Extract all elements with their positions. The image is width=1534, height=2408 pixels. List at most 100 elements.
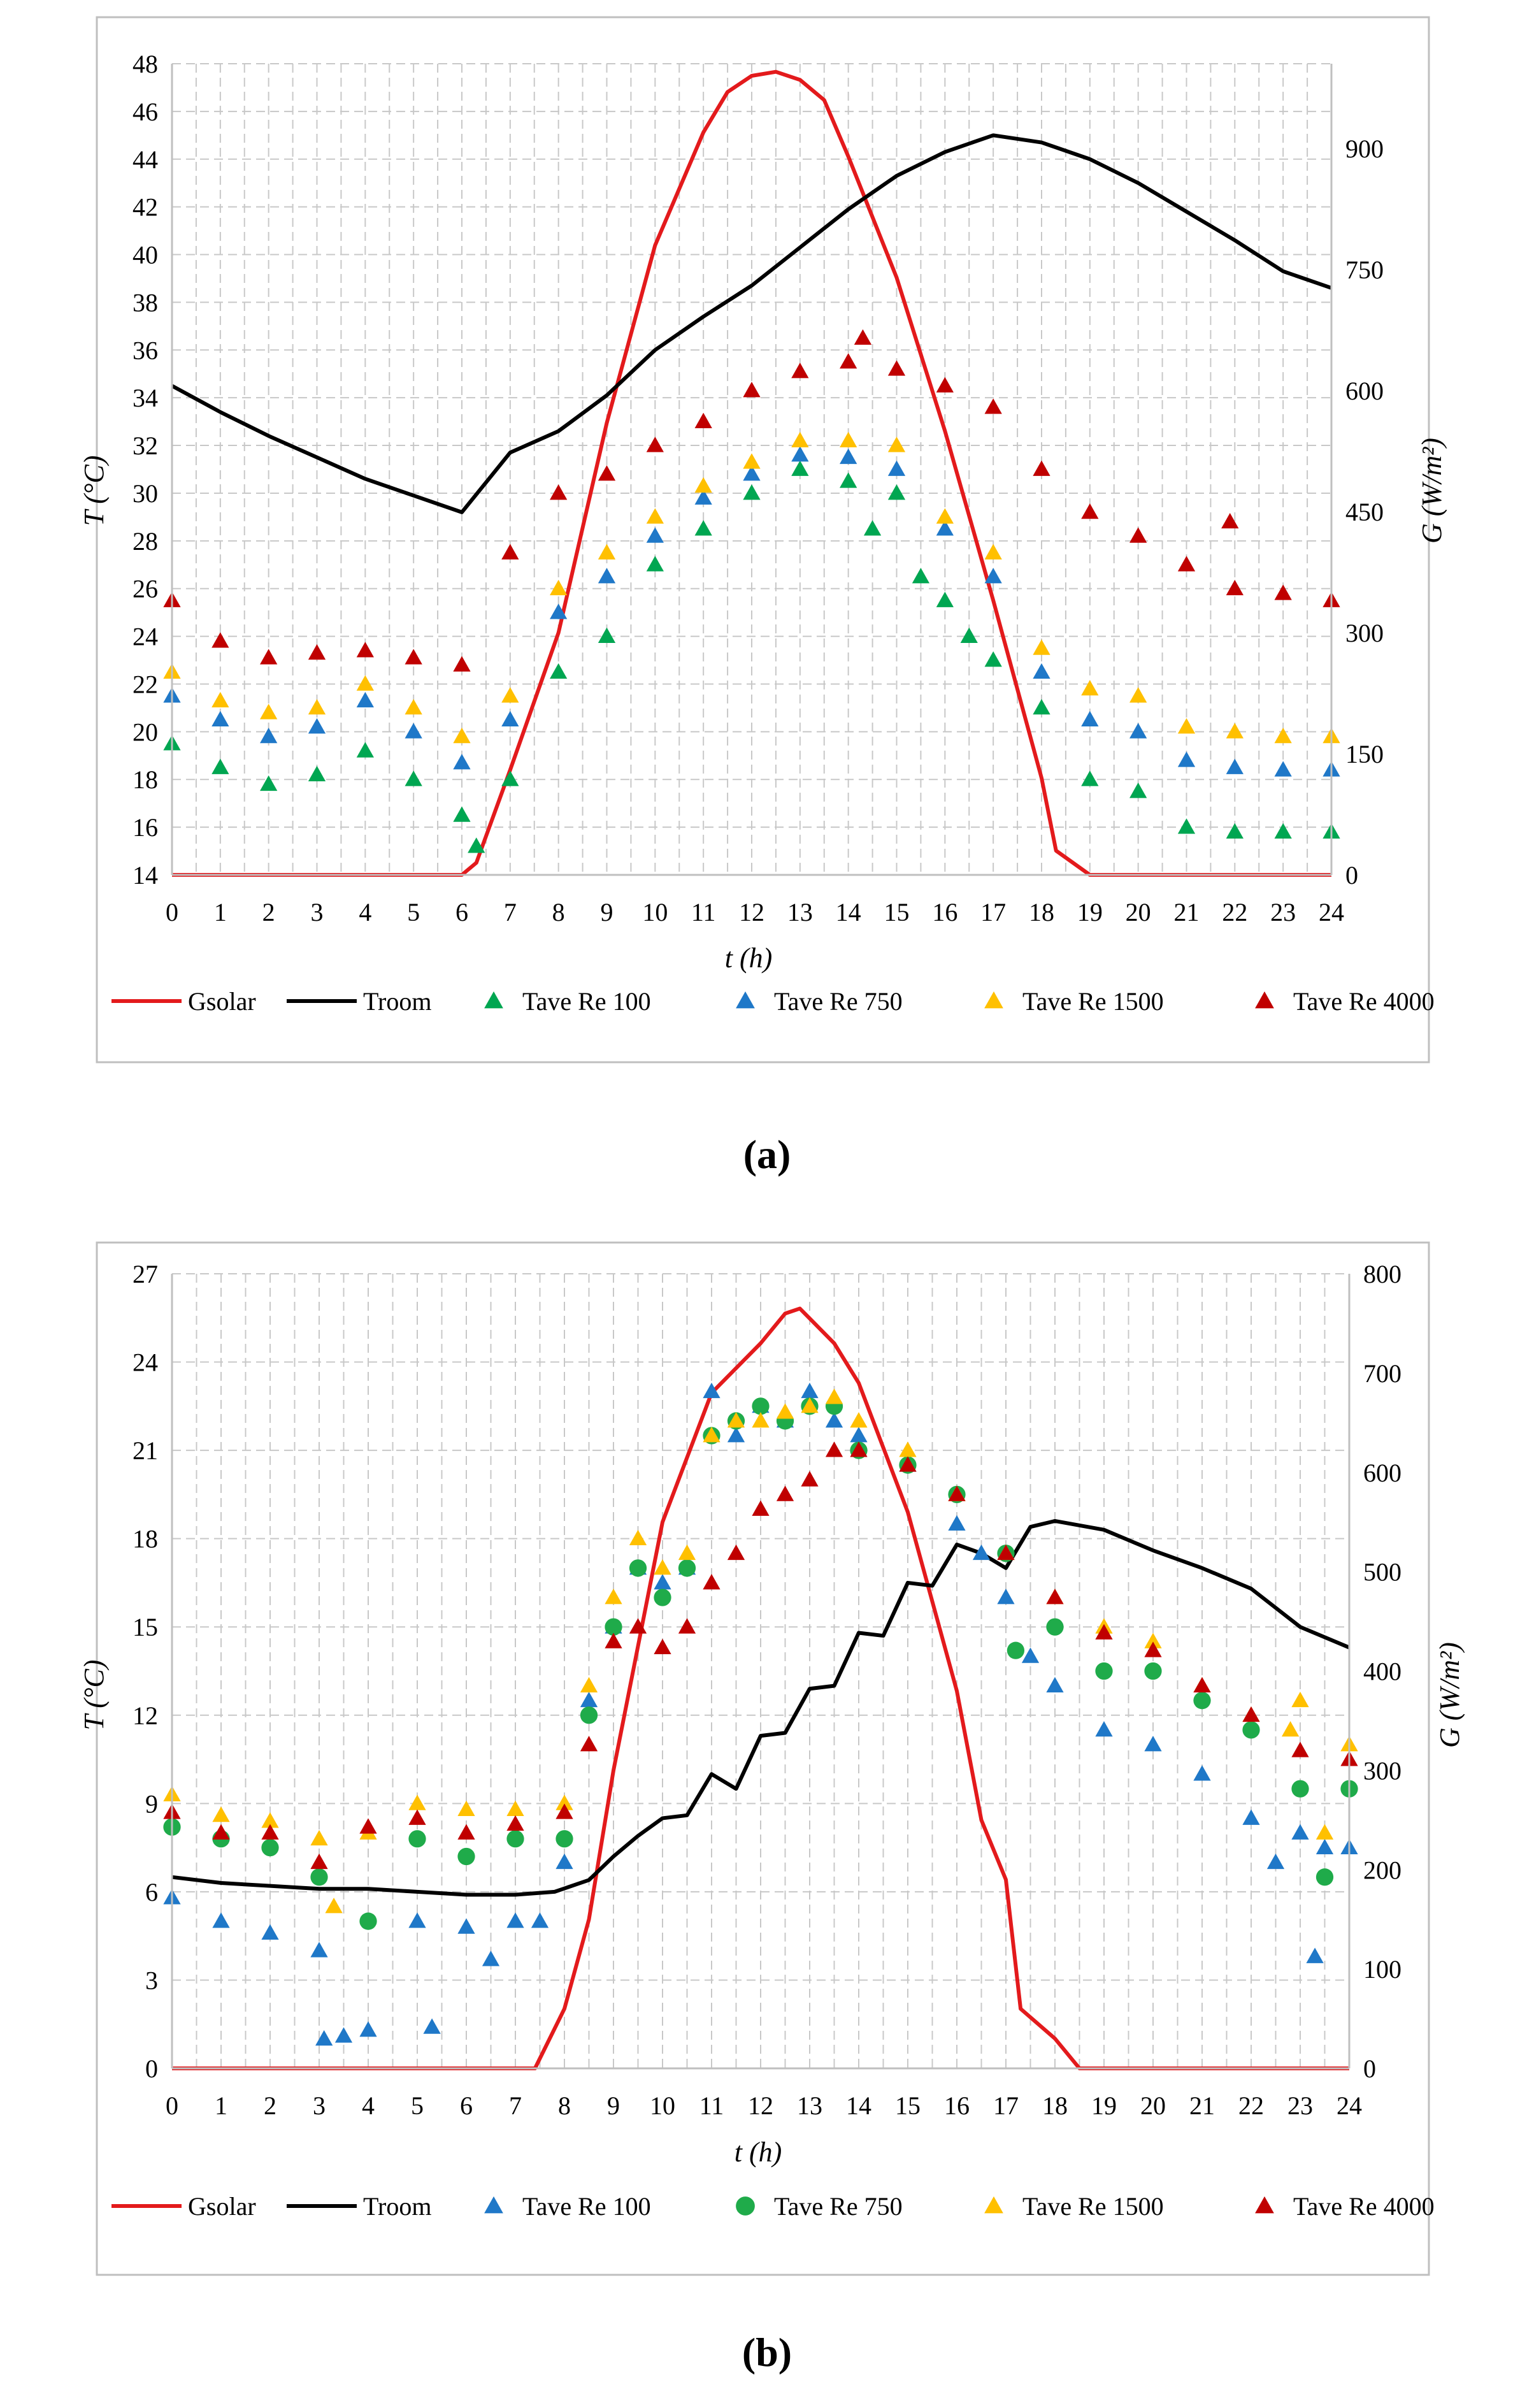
legend-swatch-tave-re-1500 bbox=[984, 2196, 1003, 2214]
x-tick-label: 3 bbox=[311, 898, 324, 926]
chart-b-frame bbox=[96, 1241, 1430, 2276]
data-point-tave-re-750 bbox=[1081, 710, 1099, 727]
y2-tick-label: 300 bbox=[1363, 1756, 1401, 1785]
data-point-tave-re-1500 bbox=[212, 1806, 230, 1822]
data-point-tave-re-100 bbox=[482, 1950, 500, 1966]
data-point-tave-re-100 bbox=[863, 520, 882, 536]
y2-tick-label: 450 bbox=[1345, 498, 1384, 526]
data-point-tave-re-750 bbox=[310, 1868, 328, 1886]
x-tick-label: 12 bbox=[739, 898, 764, 926]
data-point-tave-re-100 bbox=[453, 806, 471, 822]
data-point-tave-re-4000 bbox=[936, 377, 954, 393]
data-point-tave-re-4000 bbox=[752, 1500, 770, 1516]
chart-panel-a: 0 1 2 3 4 5 6 7 8 9 10 11 12 13 14 15 16 17 18 19 20 21 22 23 24… bbox=[78, 16, 1447, 1063]
data-point-tave-re-100 bbox=[556, 1853, 573, 1870]
data-point-tave-re-4000 bbox=[727, 1544, 745, 1561]
data-point-tave-re-750 bbox=[1274, 761, 1292, 777]
y-tick-label: 21 bbox=[133, 1436, 158, 1465]
data-point-tave-re-100 bbox=[840, 472, 857, 488]
data-point-tave-re-1500 bbox=[936, 508, 954, 524]
x-tick-label: 15 bbox=[884, 898, 910, 926]
data-point-tave-re-4000 bbox=[1046, 1589, 1064, 1604]
data-point-tave-re-1500 bbox=[629, 1529, 647, 1546]
data-point-tave-re-100 bbox=[598, 627, 616, 643]
data-point-tave-re-750 bbox=[1046, 1618, 1064, 1636]
data-point-tave-re-4000 bbox=[1081, 503, 1099, 519]
legend-label-tave-re-1500: Tave Re 1500 bbox=[1022, 2192, 1164, 2221]
x-tick-label: 14 bbox=[846, 2091, 871, 2120]
data-point-tave-re-100 bbox=[1095, 1721, 1113, 1737]
x-tick-label: 0 bbox=[166, 898, 178, 926]
x-tick-label: 23 bbox=[1270, 898, 1296, 926]
data-point-tave-re-1500 bbox=[654, 1559, 671, 1575]
data-point-tave-re-100 bbox=[703, 1382, 720, 1399]
x-tick-label: 7 bbox=[504, 898, 517, 926]
data-point-tave-re-1500 bbox=[752, 1412, 770, 1428]
y2-tick-label: 150 bbox=[1345, 740, 1384, 768]
y2-tick-label: 800 bbox=[1363, 1260, 1401, 1288]
data-point-tave-re-100 bbox=[791, 460, 809, 476]
data-point-tave-re-100 bbox=[694, 520, 712, 536]
data-point-tave-re-750 bbox=[694, 489, 712, 505]
chart-a-xlabel: t (h) bbox=[725, 942, 773, 974]
data-point-tave-re-750 bbox=[936, 520, 954, 536]
data-point-tave-re-100 bbox=[468, 837, 485, 853]
data-point-tave-re-750 bbox=[1007, 1641, 1025, 1659]
data-point-tave-re-750 bbox=[1033, 663, 1050, 679]
data-point-tave-re-100 bbox=[308, 765, 326, 782]
data-point-tave-re-100 bbox=[850, 1427, 868, 1443]
series-line-gsolar bbox=[172, 69, 1331, 877]
x-tick-label: 4 bbox=[359, 898, 371, 926]
data-point-tave-re-1500 bbox=[1291, 1691, 1309, 1708]
y-tick-label: 24 bbox=[133, 1348, 158, 1377]
data-point-tave-re-4000 bbox=[598, 465, 616, 481]
x-tick-label: 18 bbox=[1029, 898, 1054, 926]
y2-tick-label: 0 bbox=[1363, 2054, 1376, 2083]
series-line-troom bbox=[171, 1518, 1351, 1897]
data-point-tave-re-1500 bbox=[840, 431, 857, 447]
data-point-tave-re-4000 bbox=[678, 1618, 696, 1634]
data-point-tave-re-4000 bbox=[359, 1818, 377, 1834]
data-point-tave-re-1500 bbox=[260, 703, 278, 719]
x-tick-label: 5 bbox=[411, 2091, 424, 2120]
data-point-tave-re-100 bbox=[1242, 1809, 1260, 1825]
data-point-tave-re-1500 bbox=[1144, 1633, 1162, 1648]
data-point-tave-re-750 bbox=[356, 691, 374, 708]
legend-swatch-tave-re-4000 bbox=[1255, 991, 1274, 1009]
data-point-tave-re-750 bbox=[308, 718, 326, 734]
chart-b-legend: Gsolar Troom Tave Re 100 Tave Re 750 Tave Re… bbox=[111, 2192, 1435, 2221]
legend-swatch-tave-re-750 bbox=[736, 991, 755, 1009]
data-point-tave-re-1500 bbox=[501, 687, 519, 703]
data-point-tave-re-4000 bbox=[408, 1809, 426, 1825]
x-tick-label: 24 bbox=[1319, 898, 1344, 926]
data-point-tave-re-100 bbox=[801, 1382, 819, 1399]
data-point-tave-re-4000 bbox=[1242, 1706, 1260, 1722]
data-point-tave-re-1500 bbox=[743, 453, 761, 469]
legend-label-tave-re-4000: Tave Re 4000 bbox=[1293, 987, 1435, 1016]
data-point-tave-re-750 bbox=[211, 710, 229, 727]
x-tick-label: 10 bbox=[650, 2091, 675, 2120]
data-point-tave-re-100 bbox=[359, 2021, 377, 2037]
y-tick-label: 42 bbox=[133, 193, 158, 222]
x-tick-label: 3 bbox=[313, 2091, 326, 2120]
data-point-tave-re-100 bbox=[743, 484, 761, 500]
y-tick-label: 0 bbox=[145, 2054, 158, 2083]
data-point-tave-re-4000 bbox=[1226, 579, 1244, 596]
data-point-tave-re-4000 bbox=[1291, 1741, 1309, 1757]
data-point-tave-re-750 bbox=[1129, 723, 1147, 739]
legend-label-tave-re-1500: Tave Re 1500 bbox=[1022, 987, 1164, 1016]
data-point-tave-re-750 bbox=[629, 1559, 647, 1577]
y-tick-label: 26 bbox=[133, 575, 158, 603]
data-point-tave-re-1500 bbox=[453, 727, 471, 744]
data-point-tave-re-1500 bbox=[556, 1794, 573, 1810]
data-point-tave-re-1500 bbox=[408, 1794, 426, 1810]
x-tick-label: 13 bbox=[797, 2091, 822, 2120]
data-point-tave-re-1500 bbox=[1274, 727, 1292, 744]
data-point-tave-re-100 bbox=[310, 1942, 328, 1957]
data-point-tave-re-100 bbox=[1046, 1676, 1064, 1692]
data-point-tave-re-750 bbox=[1144, 1662, 1162, 1680]
data-point-tave-re-100 bbox=[1129, 782, 1147, 798]
y-tick-label: 3 bbox=[145, 1966, 158, 1994]
data-point-tave-re-750 bbox=[457, 1847, 475, 1866]
data-point-tave-re-4000 bbox=[556, 1803, 573, 1819]
